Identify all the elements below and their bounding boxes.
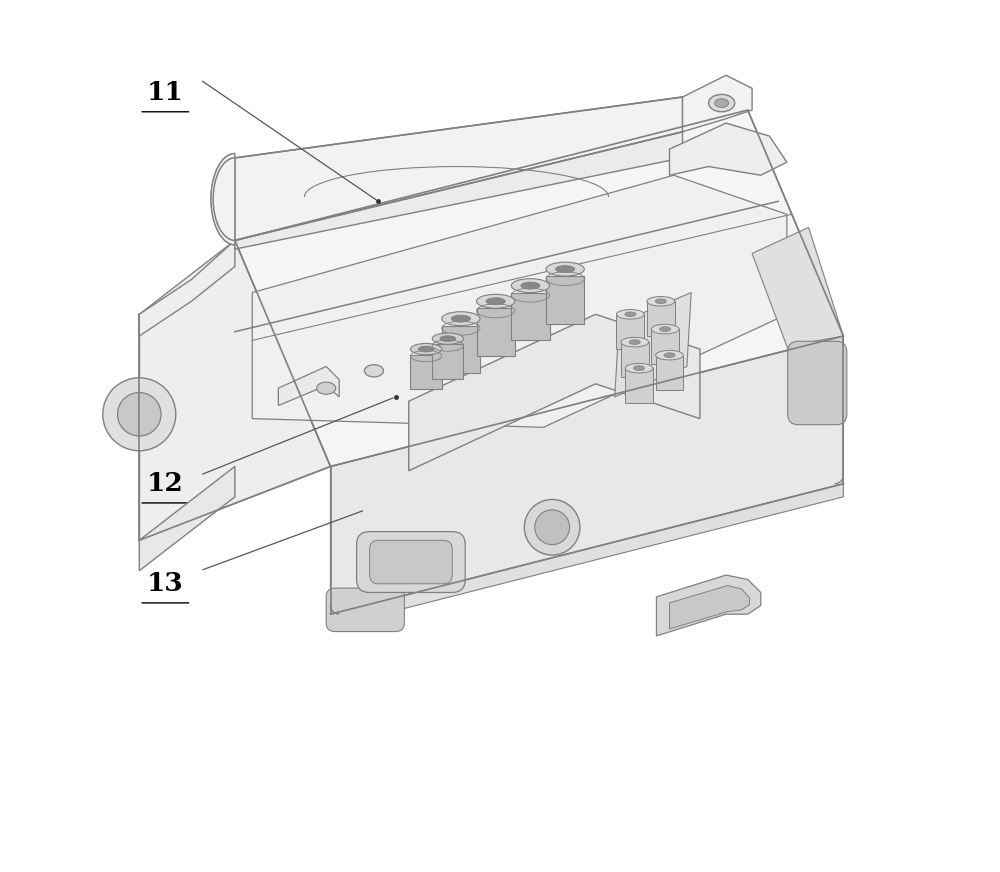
- Ellipse shape: [410, 344, 442, 355]
- Ellipse shape: [477, 295, 515, 308]
- Ellipse shape: [317, 382, 336, 394]
- Ellipse shape: [709, 94, 735, 112]
- Polygon shape: [656, 575, 761, 636]
- Ellipse shape: [442, 311, 480, 325]
- Polygon shape: [752, 228, 843, 358]
- Text: 11: 11: [147, 80, 184, 106]
- Polygon shape: [615, 293, 691, 397]
- Polygon shape: [409, 314, 700, 471]
- Polygon shape: [211, 153, 235, 245]
- Ellipse shape: [511, 279, 550, 293]
- Circle shape: [103, 378, 176, 451]
- Polygon shape: [331, 484, 843, 627]
- FancyBboxPatch shape: [357, 532, 465, 592]
- Ellipse shape: [625, 312, 636, 317]
- Polygon shape: [796, 336, 843, 419]
- Polygon shape: [432, 344, 463, 379]
- Ellipse shape: [660, 327, 671, 331]
- Polygon shape: [683, 75, 752, 132]
- Polygon shape: [477, 308, 515, 356]
- Polygon shape: [647, 301, 675, 336]
- Polygon shape: [669, 123, 787, 175]
- Polygon shape: [235, 97, 683, 241]
- Polygon shape: [410, 355, 442, 390]
- Polygon shape: [442, 325, 480, 373]
- Ellipse shape: [656, 351, 683, 360]
- Ellipse shape: [364, 364, 384, 377]
- Polygon shape: [616, 314, 644, 349]
- Polygon shape: [625, 368, 653, 403]
- Text: 12: 12: [147, 471, 184, 496]
- Ellipse shape: [521, 283, 540, 290]
- Circle shape: [535, 510, 570, 545]
- Ellipse shape: [629, 340, 640, 344]
- Ellipse shape: [621, 337, 649, 347]
- Polygon shape: [546, 276, 584, 324]
- Text: 13: 13: [147, 571, 184, 596]
- Polygon shape: [331, 336, 843, 614]
- Polygon shape: [139, 467, 235, 571]
- Ellipse shape: [616, 310, 644, 319]
- Ellipse shape: [625, 364, 653, 373]
- Polygon shape: [621, 342, 649, 377]
- FancyBboxPatch shape: [788, 341, 847, 425]
- Polygon shape: [139, 241, 331, 541]
- Polygon shape: [235, 110, 843, 467]
- Polygon shape: [651, 329, 679, 364]
- Ellipse shape: [486, 298, 505, 304]
- Polygon shape: [511, 293, 550, 340]
- Ellipse shape: [647, 296, 675, 306]
- Polygon shape: [139, 241, 235, 336]
- FancyBboxPatch shape: [370, 541, 452, 583]
- Polygon shape: [669, 585, 749, 629]
- Ellipse shape: [440, 336, 456, 342]
- Polygon shape: [656, 355, 683, 390]
- Ellipse shape: [634, 366, 645, 371]
- Ellipse shape: [664, 353, 675, 358]
- Ellipse shape: [651, 324, 679, 334]
- Ellipse shape: [715, 99, 729, 107]
- Ellipse shape: [546, 262, 584, 276]
- Polygon shape: [252, 175, 787, 427]
- Circle shape: [118, 392, 161, 436]
- Polygon shape: [278, 366, 339, 405]
- Ellipse shape: [556, 266, 575, 273]
- Ellipse shape: [451, 315, 470, 322]
- Circle shape: [524, 500, 580, 555]
- Ellipse shape: [432, 333, 463, 344]
- FancyBboxPatch shape: [326, 588, 404, 631]
- Ellipse shape: [418, 346, 434, 352]
- Ellipse shape: [655, 299, 666, 303]
- Polygon shape: [235, 132, 683, 249]
